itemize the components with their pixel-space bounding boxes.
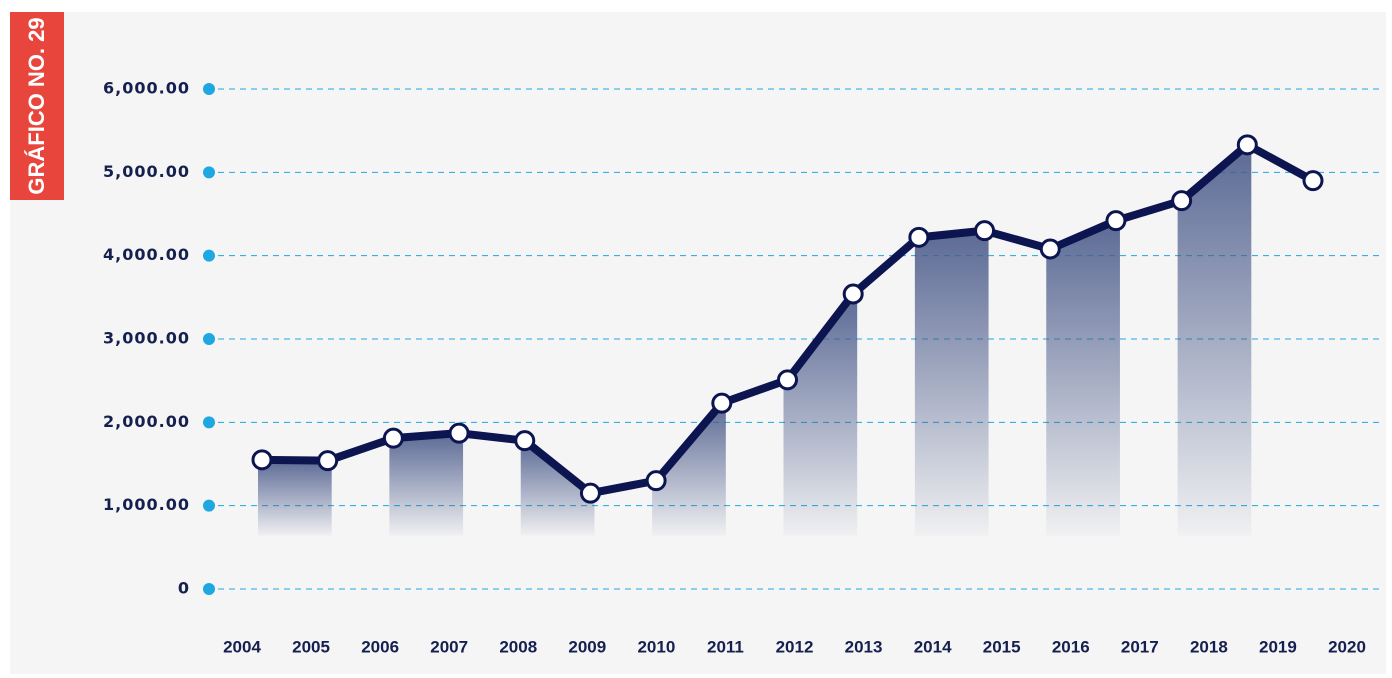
- area-band: [1177, 144, 1252, 536]
- y-tick-label: 1,000.00: [103, 495, 190, 514]
- point: [1039, 238, 1061, 260]
- point: [842, 283, 864, 305]
- point: [317, 450, 339, 472]
- point: [908, 226, 930, 248]
- x-tick-label: 2019: [1259, 637, 1297, 656]
- y-tick-label: 3,000.00: [103, 329, 190, 348]
- tick-dot: [203, 333, 215, 345]
- tick-dot: [203, 583, 215, 595]
- tick-dot: [203, 416, 215, 429]
- x-tick-label: 2016: [1052, 637, 1090, 656]
- point: [579, 482, 601, 504]
- x-tick-label: 2008: [499, 637, 537, 656]
- x-tick-label: 2004: [223, 637, 261, 656]
- point: [1302, 170, 1324, 192]
- point: [777, 369, 798, 391]
- point: [1236, 134, 1258, 156]
- area-band: [783, 294, 858, 536]
- area-band: [652, 403, 726, 536]
- y-tick-label: 4,000.00: [103, 245, 190, 264]
- tick-dot: [203, 83, 215, 95]
- area-band: [1046, 220, 1120, 536]
- point: [382, 427, 404, 449]
- chart-title: GRÁFICO NO. 29: [24, 17, 49, 194]
- point: [448, 422, 470, 444]
- x-tick-label: 2007: [430, 637, 468, 656]
- x-tick-label: 2006: [361, 637, 399, 656]
- x-tick-label: 2005: [292, 637, 330, 656]
- x-tick-label: 2014: [914, 637, 952, 656]
- point: [251, 449, 273, 471]
- y-tick-label: 0: [178, 579, 190, 598]
- point: [645, 470, 667, 492]
- x-tick-label: 2015: [983, 637, 1021, 656]
- x-tick-label: 2017: [1121, 637, 1159, 656]
- tick-dot: [203, 166, 215, 179]
- x-tick-label: 2010: [637, 637, 675, 656]
- y-tick-label: 2,000.00: [103, 412, 190, 431]
- x-tick-label: 2020: [1328, 637, 1366, 656]
- tick-dot: [203, 499, 215, 512]
- area-band: [258, 459, 332, 536]
- tick-dot: [203, 249, 215, 262]
- area-band: [389, 433, 464, 536]
- title-box: [10, 12, 64, 200]
- point: [711, 392, 733, 414]
- point: [974, 220, 996, 242]
- x-tick-label: 2009: [568, 637, 606, 656]
- area-band: [520, 440, 595, 536]
- background: [10, 12, 1386, 674]
- x-tick-label: 2013: [845, 637, 883, 656]
- x-tick-label: 2018: [1190, 637, 1228, 656]
- point: [514, 430, 536, 452]
- point: [1171, 190, 1193, 212]
- y-tick-label: 5,000.00: [103, 162, 190, 181]
- y-tick-label: 6,000.00: [103, 79, 190, 98]
- point: [1105, 210, 1127, 232]
- x-tick-label: 2011: [707, 637, 744, 656]
- area-band: [914, 230, 989, 536]
- x-tick-label: 2012: [776, 637, 814, 656]
